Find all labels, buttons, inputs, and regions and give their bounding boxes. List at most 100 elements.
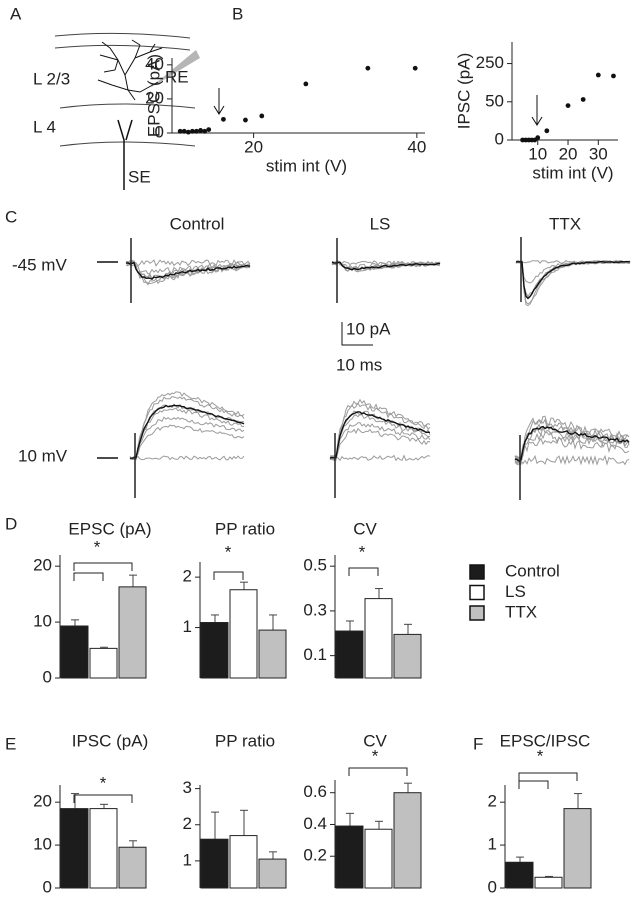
significance-star: * (372, 746, 379, 765)
y-tick-label: 0.2 (303, 846, 327, 865)
panel-label: F (473, 734, 483, 753)
chart-title: EPSC (pA) (68, 519, 151, 538)
y-tick-label: 1 (488, 835, 497, 854)
panel-label: E (5, 734, 16, 753)
mean-trace (331, 261, 441, 271)
stim-electrode (117, 119, 133, 190)
x-tick-label: 10 (528, 144, 547, 163)
legend-label: Control (505, 561, 560, 580)
y-tick-label: 20 (33, 792, 52, 811)
pia-line (54, 32, 191, 39)
significance-bracket (348, 767, 408, 776)
condition-label: Control (170, 214, 225, 233)
bar (258, 629, 287, 679)
panel-label: B (232, 4, 243, 23)
trace (514, 437, 630, 466)
y-tick-label: 250 (476, 53, 504, 72)
significance-bracket (213, 571, 244, 580)
trace (129, 424, 245, 460)
mean-trace (514, 425, 630, 462)
significance-bracket (348, 567, 379, 576)
bar (200, 622, 229, 679)
scale-label: 10 ms (336, 355, 382, 374)
cortex-diagram (54, 32, 200, 190)
bar (335, 630, 364, 679)
y-tick-label: 0 (43, 667, 52, 686)
significance-bracket (518, 772, 578, 781)
bar (563, 808, 592, 889)
scale-bar (341, 322, 373, 346)
mean-trace (125, 261, 251, 280)
mean-trace (516, 260, 631, 300)
x-tick-label: 20 (244, 137, 263, 156)
chart-title: CV (363, 731, 387, 750)
y-tick-label: 40 (145, 54, 164, 73)
chart-title: CV (353, 519, 377, 538)
significance-star: * (100, 773, 107, 792)
x-tick-label: 20 (559, 144, 578, 163)
bar (364, 828, 393, 889)
bar (335, 825, 364, 889)
y-tick-label: 0 (43, 877, 52, 896)
bar (364, 598, 393, 679)
neuron (97, 39, 163, 101)
significance-bracket (73, 794, 133, 803)
chart-title: IPSC (pA) (72, 731, 149, 750)
y-tick-label: 20 (33, 556, 52, 575)
y-tick-label: 1 (183, 617, 192, 636)
y-tick-label: 0.3 (303, 600, 327, 619)
bar (60, 808, 89, 889)
y-tick-label: 0.1 (303, 645, 327, 664)
scale-label: 10 pA (346, 319, 391, 338)
point (412, 65, 418, 71)
trace (125, 260, 251, 275)
y-axis-label: EPSC (pA) (144, 54, 163, 137)
point (243, 117, 248, 123)
trace (515, 259, 631, 307)
layer-line (59, 103, 196, 109)
point (611, 73, 616, 79)
point (595, 72, 601, 78)
traces (125, 237, 631, 500)
arrow (531, 95, 543, 126)
trace (129, 407, 245, 460)
condition-label: TTX (549, 214, 581, 233)
bar (89, 647, 118, 679)
bar (89, 808, 118, 889)
condition-label: LS (370, 214, 391, 233)
significance-bracket (518, 780, 549, 789)
y-tick-label: 2 (183, 814, 192, 833)
bar (393, 633, 422, 679)
x-tick-label: 40 (407, 137, 426, 156)
legend-label: TTX (505, 602, 537, 621)
trace (125, 260, 251, 280)
point (177, 128, 183, 134)
legend-label: LS (505, 582, 526, 601)
significance-bracket (73, 562, 133, 571)
significance-star: * (94, 537, 101, 556)
recording-electrode (150, 50, 200, 88)
chart-title: EPSC/IPSC (500, 731, 591, 750)
electrode-label: SE (128, 167, 151, 186)
point (190, 128, 195, 134)
y-axis-label: IPSC (pA) (454, 53, 473, 130)
trace (329, 422, 431, 462)
bar (200, 838, 229, 889)
significance-star: * (537, 746, 544, 765)
x-axis-label: stim int (V) (266, 156, 347, 175)
trace (514, 454, 630, 466)
bar (118, 586, 147, 679)
trace (329, 427, 431, 461)
y-tick-label: 0 (495, 129, 504, 148)
legend-swatch (469, 564, 485, 580)
point (185, 129, 191, 135)
point (544, 128, 550, 134)
point (565, 103, 571, 109)
chart-title: PP ratio (215, 731, 275, 750)
y-tick-label: 0.6 (303, 782, 327, 801)
layer-label: L 2/3 (33, 69, 70, 88)
bar (393, 792, 422, 889)
trace (329, 410, 431, 462)
x-axis-label: stim int (V) (532, 163, 613, 182)
